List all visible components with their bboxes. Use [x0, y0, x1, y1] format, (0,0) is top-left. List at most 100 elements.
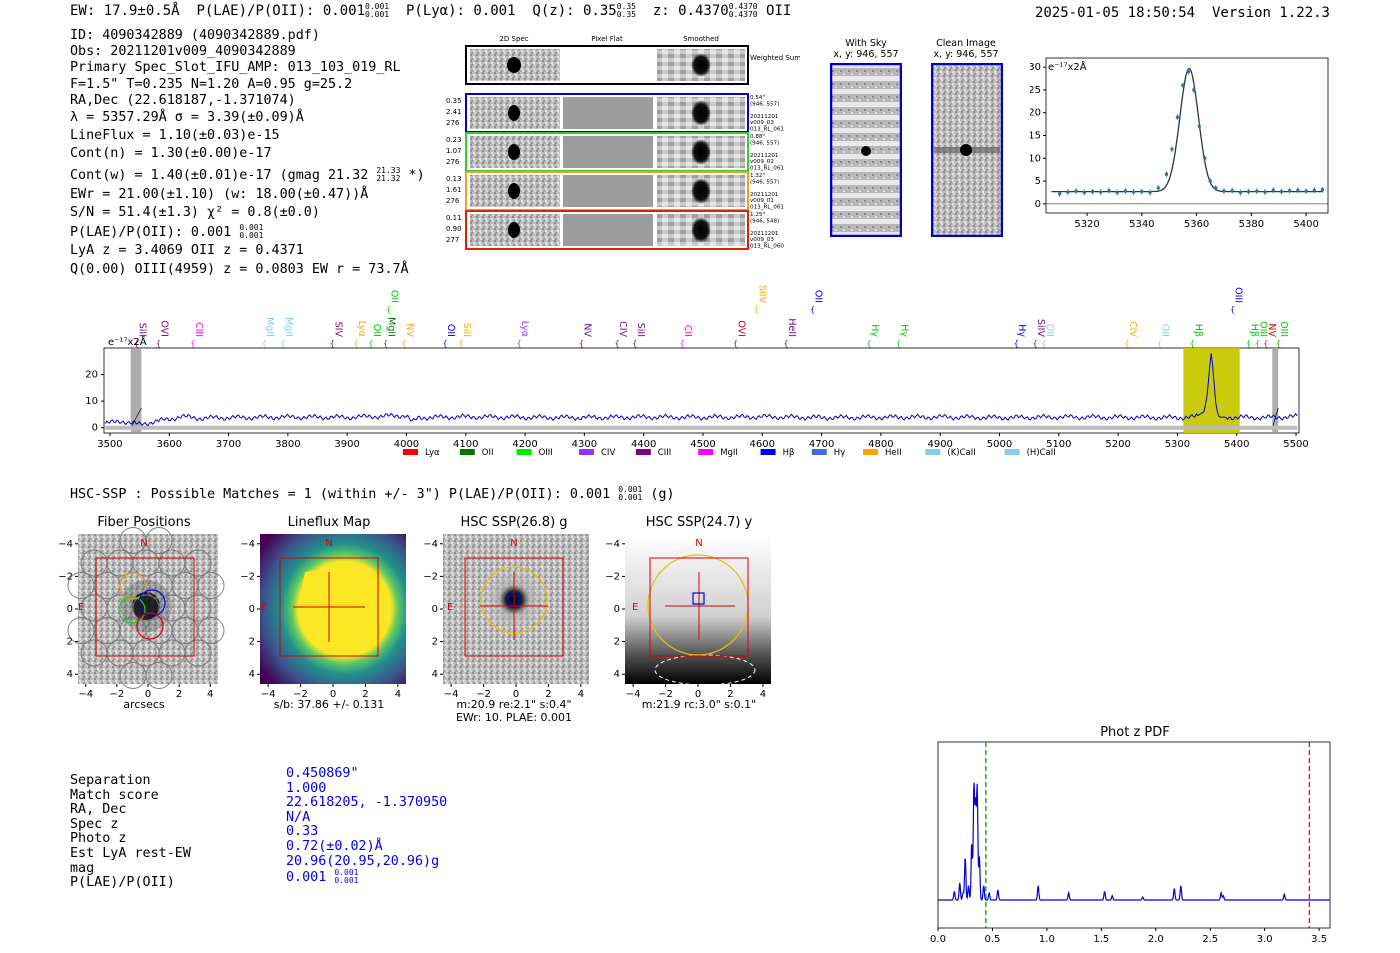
panel-caption-lineflux: s/b: 37.86 +/- 0.131 [274, 698, 385, 711]
spectrum-ytick-label: 20 [85, 370, 98, 381]
spectrum-ytick-label: 10 [85, 396, 98, 407]
spectrum-line-label: OVI [736, 320, 747, 337]
hsc-panel-ticks: −4 4 −2 2 0 0 2 −2 4 −4 −4 4 −2 2 0 0 2 −2 4 −4 −4 4 −2 2 0 0 2 −2 4… [58, 539, 766, 700]
panel-caption-fiber: arcsecs [123, 698, 165, 711]
photz-xtick-label: 2.0 [1148, 934, 1164, 945]
photz-xtick-label: 0.0 [930, 934, 946, 945]
spectrum-line-brace: { [1124, 339, 1129, 348]
panel-xtick-label: −2 [658, 689, 673, 700]
line-fit-point [1164, 172, 1169, 176]
spectrum-line-brace: { [1230, 305, 1235, 314]
panel-xtick-label: −2 [293, 689, 308, 700]
spectrum-line-label: Hγ [899, 324, 910, 337]
panel-ytick-label: 4 [67, 669, 73, 680]
line-fit-point [1246, 189, 1251, 194]
summary-z-sup: 0.4370 [728, 2, 758, 11]
cutout-right-label: 013_RL_061 [750, 166, 784, 172]
photz-xtick-label: 1.5 [1093, 934, 1109, 945]
line-fit-point [1057, 192, 1062, 196]
match-label-separation: Separation [70, 773, 151, 788]
spectrum-xtick-label: 4800 [868, 439, 893, 450]
panel-xtick-label: 0 [513, 689, 519, 700]
match-value-radec: 22.618205, -1.370950 [286, 795, 448, 811]
spectrum-masked-hatch [130, 407, 142, 429]
line-fit-frame [1045, 57, 1329, 214]
photz-xtick-label: 3.0 [1257, 934, 1273, 945]
spectrum-legend-swatch [579, 449, 594, 455]
spectrum-line-label: OII [445, 324, 456, 337]
spectrum-legend-label: CIII [658, 448, 671, 458]
info-radec: RA,Dec (22.618187,-1.371074) [70, 92, 296, 108]
spectrum-line-label: Hβ [1249, 324, 1260, 337]
line-fit-chart: e⁻¹⁷x2Å 5320 5340 5360 5380 5400 0 5 10 15 20 25 30 [1030, 57, 1329, 230]
spectrum-line-brace: { [1255, 339, 1260, 348]
line-fit-point [1074, 189, 1078, 193]
panel-xtick-label: 0 [145, 689, 151, 700]
info-plae-sub: 0.001 [239, 231, 264, 241]
clean-title: Clean Image [936, 38, 996, 49]
cutout-right-label: 013_RL_060 [750, 244, 784, 250]
hsc-panels: Fiber Positions N E arcsecs Lineflux Map… [58, 515, 771, 724]
fiber-circle [197, 572, 225, 599]
spectrum-line-label: SiIV [1035, 319, 1046, 337]
cutout-right-label: 0.88" [750, 134, 765, 140]
spectrum-line-label: Hβ [1192, 324, 1203, 337]
photz-xtick-label: 1.0 [1039, 934, 1055, 945]
panel-xtick-label: −4 [444, 689, 459, 700]
cutout-left-label: 2.41 [446, 108, 462, 116]
spectrum-line-label: SiIV [756, 285, 767, 303]
line-fit-point [1296, 188, 1300, 192]
with-sky-title-block: With Sky x, y: 946, 557 [826, 38, 906, 60]
spectrum-xtick-label: 4900 [927, 439, 952, 450]
spectrum-legend-swatch [403, 449, 418, 455]
line-fit-ytick-label: 20 [1030, 108, 1041, 119]
panel-title-lineflux: Lineflux Map [288, 515, 371, 530]
hsc-summary-end: (g) [650, 487, 675, 502]
spectrum-line-label: NV [1266, 323, 1277, 337]
hsc-summary: HSC-SSP : Possible Matches = 1 (within +… [70, 486, 675, 503]
clean-xy: x, y: 946, 557 [933, 49, 999, 60]
cutout-smoothed-source [691, 100, 711, 126]
panel-xtick-label: 4 [207, 689, 213, 700]
spectrum-line-brace: { [733, 339, 738, 348]
panel-caption-hsc-y: m:21.9 rc:3.0" s:0.1" [642, 698, 757, 711]
line-fit-point [1140, 189, 1144, 194]
spectrum-fit-window-region [1183, 348, 1240, 433]
match-label-specz: Spec z [70, 816, 119, 832]
hsc-y-bg [625, 534, 771, 684]
info-fparams: F=1.5" T=0.235 N=1.20 A=0.95 g=25.2 [70, 76, 353, 92]
fiber-circle [197, 617, 225, 644]
spectrum-xtick-label: 3900 [334, 439, 359, 450]
full-spectrum-chart: SiII{OVI{CIII{MgII{MgII{SIV{Lyα{OII{MgII… [85, 285, 1308, 458]
panel-ytick-label: 4 [614, 669, 620, 680]
info-contw-sup: 21.33 [376, 165, 401, 175]
line-fit-xtick-label: 5320 [1074, 219, 1099, 230]
cutout-left-label: 277 [446, 236, 459, 244]
spectrum-line-label: HeII [786, 318, 797, 337]
panel-ytick-label: 0 [614, 604, 620, 615]
cutout-2d-source [508, 183, 520, 199]
panel-ytick-label: −2 [58, 571, 73, 582]
match-label-score: Match score [70, 787, 159, 803]
photz-xtick-label: 0.5 [984, 934, 1000, 945]
cutout-2d-source [508, 144, 520, 160]
spectrum-legend-swatch [698, 449, 714, 455]
info-q: Q(0.00) OIII(4959) z = 0.0803 EW r = 73.… [70, 261, 409, 277]
summary-z: z: 0.4370 [652, 3, 729, 19]
spectrum-line-brace: { [1246, 339, 1251, 348]
full-spectrum-axes: 3500 3600 3700 3800 3900 4000 4100 4200 4300 4400… [85, 370, 1308, 450]
spectrum-legend-swatch [459, 449, 475, 455]
panel-xtick-label: −4 [78, 689, 93, 700]
line-fit-point [1192, 88, 1196, 92]
panel-caption-hsc-g-2: EWr: 10. PLAE: 0.001 [456, 711, 572, 724]
hsc-summary-text: HSC-SSP : Possible Matches = 1 (within +… [70, 487, 611, 502]
spectrum-xtick-label: 5000 [987, 439, 1012, 450]
panel-title-fiber: Fiber Positions [97, 515, 190, 530]
spectrum-line-label: MgII [386, 317, 397, 337]
fiber-highlight-orange [119, 572, 147, 600]
spectrum-legend-swatch [760, 449, 776, 455]
line-fit-ytick-label: 15 [1030, 131, 1041, 142]
info-id: ID: 4090342889 (4090342889.pdf) [70, 28, 320, 43]
panel-ytick-label: 2 [432, 637, 438, 648]
line-fit-point [1175, 115, 1180, 119]
